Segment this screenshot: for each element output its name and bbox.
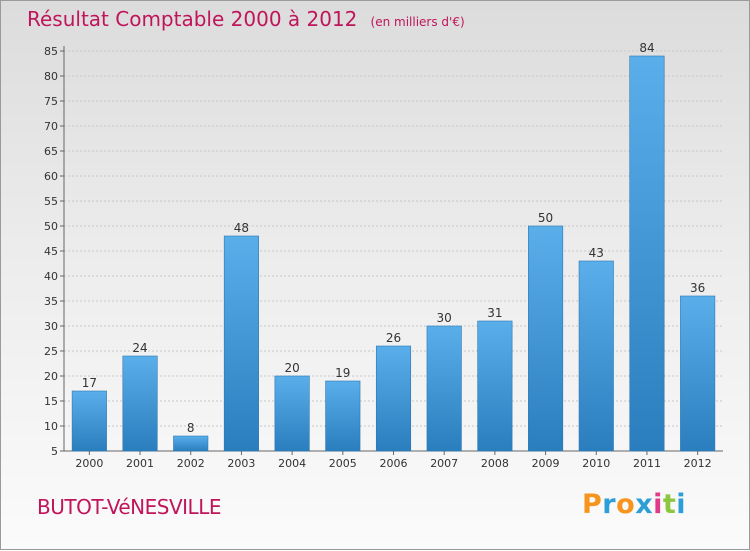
logo-letter: P xyxy=(582,489,603,520)
y-tick-label: 80 xyxy=(44,70,58,83)
bar-2006 xyxy=(375,345,412,452)
x-tick-label-2010: 2010 xyxy=(582,457,610,470)
value-label-2012: 36 xyxy=(690,281,705,295)
y-tick-label: 25 xyxy=(44,345,58,358)
bar-2008 xyxy=(477,320,513,452)
y-tick-label: 55 xyxy=(44,195,58,208)
logo-letter: i xyxy=(676,489,687,520)
value-label-2009: 50 xyxy=(538,211,553,225)
y-tick-label: 60 xyxy=(44,170,58,183)
logo-letter: t xyxy=(662,489,677,520)
value-label-2007: 30 xyxy=(437,311,452,325)
bar-2004 xyxy=(274,375,310,452)
bar-2009 xyxy=(528,225,564,452)
y-tick-label: 50 xyxy=(44,220,58,233)
x-tick-label-2011: 2011 xyxy=(633,457,661,470)
y-tick-label: 15 xyxy=(44,395,58,408)
y-tick-label: 70 xyxy=(44,120,58,133)
logo-letter: r xyxy=(602,489,617,520)
y-tick-label: 35 xyxy=(44,295,58,308)
x-tick-label-2002: 2002 xyxy=(177,457,205,470)
x-tick-label-2001: 2001 xyxy=(126,457,154,470)
x-tick-label-2000: 2000 xyxy=(75,457,103,470)
unit-note: (en milliers d'€) xyxy=(370,15,465,29)
labels: 5 10 15 20 25 30 35 40 45 50 55 60 65 70 75 80 85 17 2000 2… xyxy=(44,41,712,470)
bar-2007 xyxy=(426,325,462,452)
commune-name: BUTOT-VéNESVILLE xyxy=(37,495,221,519)
bar-2003 xyxy=(223,235,259,452)
x-tick-label-2008: 2008 xyxy=(481,457,509,470)
y-tick-label: 75 xyxy=(44,95,58,108)
bar-2001 xyxy=(122,355,158,452)
value-label-2010: 43 xyxy=(589,246,604,260)
logo-letter: i xyxy=(653,489,663,520)
value-label-2002: 8 xyxy=(187,421,195,435)
value-label-2005: 19 xyxy=(335,366,350,380)
bars xyxy=(71,55,716,452)
x-tick-label-2009: 2009 xyxy=(532,457,560,470)
y-tick-label: 20 xyxy=(44,370,58,383)
y-tick-label: 40 xyxy=(44,270,58,283)
y-tick-label: 45 xyxy=(44,245,58,258)
bar-2002 xyxy=(173,435,209,452)
x-tick-label-2007: 2007 xyxy=(430,457,458,470)
bar-2000 xyxy=(71,390,107,452)
x-tick-label-2004: 2004 xyxy=(278,457,306,470)
x-tick-label-2012: 2012 xyxy=(684,457,712,470)
value-label-2001: 24 xyxy=(132,341,147,355)
y-tick-label: 30 xyxy=(44,320,58,333)
chart-title: Résultat Comptable 2000 à 2012 (en milli… xyxy=(27,7,465,31)
y-tick-label: 10 xyxy=(44,420,58,433)
x-tick-label-2005: 2005 xyxy=(329,457,357,470)
value-label-2008: 31 xyxy=(487,306,502,320)
logo-letter: o xyxy=(616,489,636,520)
bar-2011 xyxy=(629,55,665,452)
value-label-2006: 26 xyxy=(386,331,401,345)
y-tick-label: 85 xyxy=(44,45,58,58)
x-tick-label-2006: 2006 xyxy=(380,457,408,470)
logo-letter: x xyxy=(635,489,654,520)
x-tick-label-2003: 2003 xyxy=(227,457,255,470)
bar-2012 xyxy=(680,295,716,452)
bar-2010 xyxy=(578,260,614,452)
proxiti-logo[interactable]: Proxiti xyxy=(582,489,686,520)
bar-2005 xyxy=(325,380,361,452)
y-tick-label: 65 xyxy=(44,145,58,158)
value-label-2004: 20 xyxy=(284,361,299,375)
value-label-2003: 48 xyxy=(234,221,249,235)
title-text: Résultat Comptable 2000 à 2012 xyxy=(27,7,358,31)
y-tick-label: 5 xyxy=(51,445,58,458)
value-label-2000: 17 xyxy=(82,376,97,390)
value-label-2011: 84 xyxy=(639,41,654,55)
